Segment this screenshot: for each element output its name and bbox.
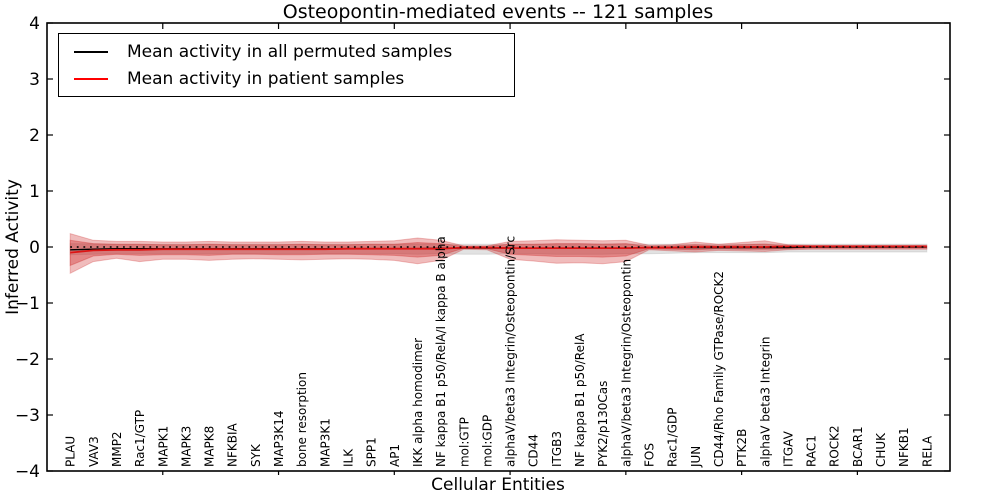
legend-label-patient: Mean activity in patient samples [127,68,405,89]
x-category-label: NFKBIA [226,422,240,467]
y-axis-tick-label: 3 [29,70,40,90]
x-category-label: RAC1 [805,435,819,467]
x-category-label: PTK2B [735,429,749,467]
y-axis-tick-label: −2 [15,350,40,370]
x-category-label: MAP3K1 [318,418,332,467]
x-category-label: NF kappa B1 p50/RelA [573,333,587,467]
x-category-label: PYK2/p130Cas [596,381,610,467]
legend-entry-permuted: Mean activity in all permuted samples [74,42,514,62]
x-category-label: CD44 [527,434,541,467]
x-category-label: AP1 [388,444,402,467]
x-category-label: mol:GTP [457,417,471,467]
y-axis-tick-label: 0 [29,238,40,258]
x-category-label: FOS [643,443,657,467]
x-category-label: CHUK [874,432,888,467]
x-category-label: SYK [249,443,263,467]
x-category-label: VAV3 [87,436,101,467]
x-category-label: alphaV beta3 Integrin [758,336,772,467]
y-axis-tick-label: −4 [15,462,40,482]
figure-title: Osteopontin-mediated events -- 121 sampl… [282,1,714,23]
y-axis-tick-label: −1 [15,294,40,314]
x-category-label: RELA [920,435,934,467]
x-category-label: alphaV/beta3 Integrin/Osteopontin/Src [504,236,518,467]
x-category-label: MAPK8 [203,426,217,467]
x-category-label: bone resorption [295,372,309,467]
x-category-label: alphaV/beta3 Integrin/Osteopontin [619,259,633,467]
x-category-label: ROCK2 [828,425,842,467]
x-category-label: MMP2 [110,431,124,467]
legend-label-permuted: Mean activity in all permuted samples [127,41,453,62]
y-axis-tick-label: 2 [29,126,40,146]
x-axis-label: Cellular Entities [431,475,565,495]
y-axis-tick-label: 4 [29,14,40,34]
x-category-label: PLAU [64,436,78,467]
x-category-label: SPP1 [365,437,379,467]
x-category-label: NF kappa B1 p50/RelA/I kappa B alpha [434,236,448,467]
x-category-label: CD44/Rho Family GTPase/ROCK2 [712,271,726,467]
x-category-label: MAPK1 [156,426,170,467]
legend-line-sample-permuted [74,50,108,53]
legend: Mean activity in all permuted samples Me… [58,33,515,97]
x-category-label: Rac1/GTP [133,410,147,467]
legend-entry-patient: Mean activity in patient samples [74,69,514,89]
x-category-label: MAPK3 [179,426,193,467]
x-category-label: mol:GDP [480,415,494,467]
y-axis-label: Inferred Activity [3,179,23,315]
x-category-label: IKK alpha homodimer [411,338,425,467]
x-category-label: BCAR1 [851,426,865,467]
x-category-label: Rac1/GDP [666,408,680,467]
y-axis-tick-label: 1 [29,182,40,202]
x-category-label: ITGB3 [550,431,564,467]
x-category-label: JUN [689,446,703,468]
y-axis-tick-label: −3 [15,406,40,426]
patient-activity-band-outer-band [69,232,928,275]
x-category-label: MAP3K14 [272,410,286,467]
x-category-label: ITGAV [781,430,795,467]
x-category-label: NFKB1 [897,427,911,467]
x-category-label: ILK [342,448,356,467]
legend-line-sample-patient [74,77,108,80]
